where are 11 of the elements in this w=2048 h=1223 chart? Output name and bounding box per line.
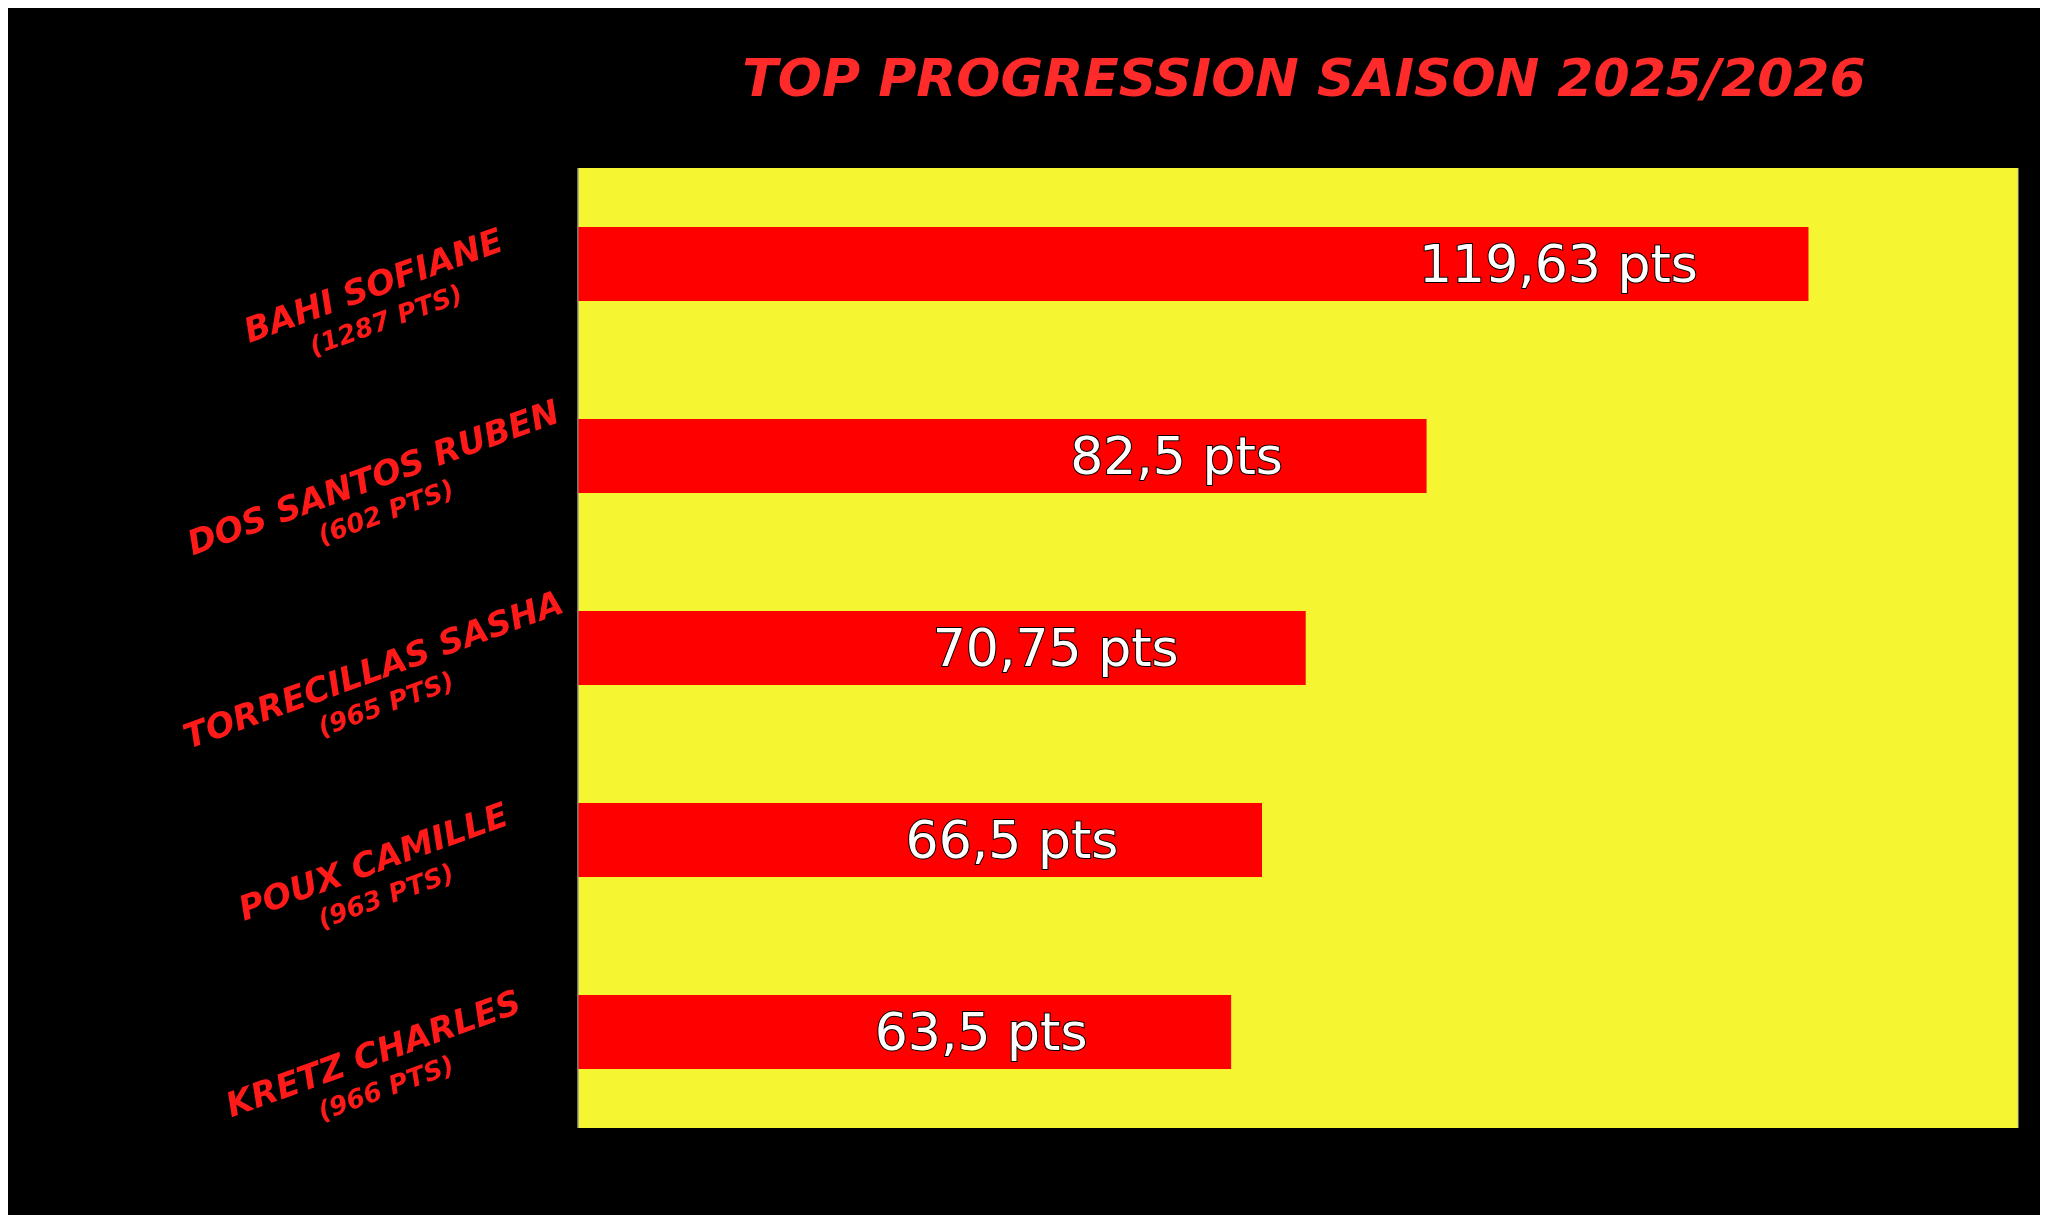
- data-label: 82,5 pts: [1070, 426, 1283, 486]
- data-label: 119,63 pts: [1419, 234, 1698, 294]
- bar: [578, 419, 1427, 493]
- data-label: 63,5 pts: [874, 1002, 1088, 1062]
- data-label: 70,75 pts: [932, 618, 1179, 678]
- chart-title: TOP PROGRESSION SAISON 2025/2026: [741, 48, 1867, 108]
- data-label: 66,5 pts: [905, 810, 1119, 870]
- bar: [578, 227, 1809, 301]
- bar: [578, 995, 1232, 1069]
- bar: [578, 611, 1306, 685]
- bar: [578, 803, 1262, 877]
